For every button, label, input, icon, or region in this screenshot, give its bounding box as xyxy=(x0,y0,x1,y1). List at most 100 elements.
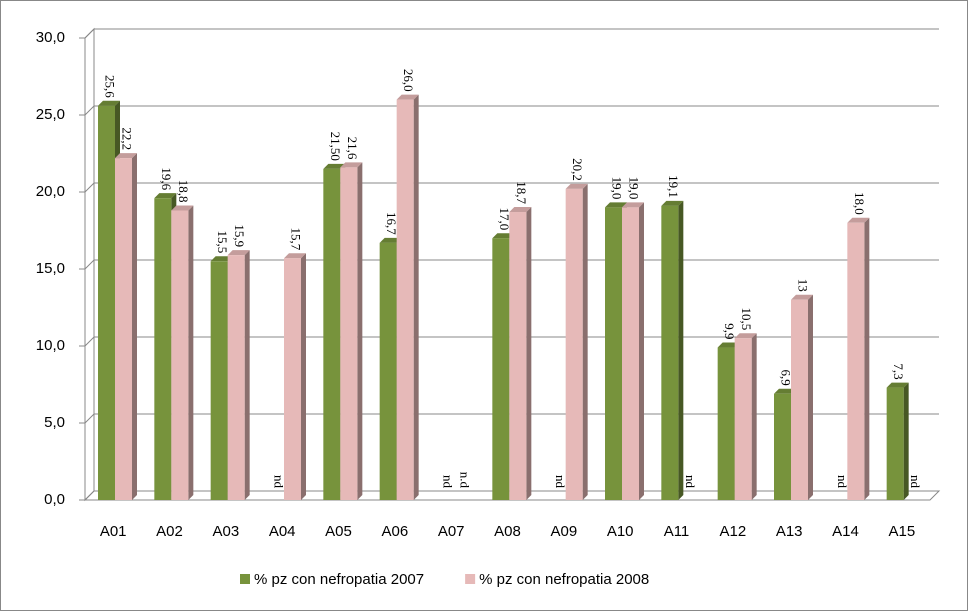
value-label: 10,5 xyxy=(739,308,754,331)
bar-top xyxy=(661,200,684,206)
value-label: 6,9 xyxy=(779,369,794,385)
value-label: nd xyxy=(272,475,287,489)
grid-line xyxy=(84,182,939,193)
value-label: 21,6 xyxy=(345,137,360,160)
value-label: 17,0 xyxy=(497,207,512,230)
x-tick-label: A08 xyxy=(494,523,521,540)
x-tick-label: A02 xyxy=(156,523,183,540)
legend-swatch xyxy=(465,574,476,584)
bar-side xyxy=(132,153,137,500)
value-label: 18,0 xyxy=(852,192,867,215)
bar xyxy=(115,158,132,500)
bar-top xyxy=(210,256,233,262)
bar-top xyxy=(791,294,813,300)
bar-side xyxy=(244,250,250,500)
bar xyxy=(284,258,301,500)
bar-side xyxy=(413,94,419,500)
bar xyxy=(492,238,510,500)
bar-top xyxy=(340,162,363,168)
value-label: 18,8 xyxy=(176,180,191,203)
bar-top xyxy=(886,382,909,388)
bar-top xyxy=(154,193,177,199)
value-label: 16,7 xyxy=(384,212,399,235)
bar xyxy=(509,212,527,500)
bar-side xyxy=(301,253,306,500)
bar-side xyxy=(582,183,588,501)
bar-side xyxy=(808,294,813,500)
x-tick-label: A13 xyxy=(776,523,803,540)
grid-line xyxy=(84,105,939,116)
bar-side xyxy=(188,205,194,501)
bar xyxy=(605,207,622,500)
grid-line xyxy=(84,28,939,39)
value-label: 19,0 xyxy=(627,177,642,200)
bar xyxy=(847,222,865,501)
bar xyxy=(323,168,341,500)
value-label: 21,50 xyxy=(328,132,343,161)
legend-label: % pz con nefropatia 2008 xyxy=(479,571,649,588)
bar-side xyxy=(864,217,870,501)
bar-top xyxy=(774,388,796,394)
x-tick-label: A15 xyxy=(888,523,915,540)
bar xyxy=(791,299,808,500)
bar xyxy=(379,242,397,500)
x-tick-label: A09 xyxy=(550,523,577,540)
bar-top xyxy=(565,183,588,189)
value-label: 7,3 xyxy=(891,363,906,379)
bar xyxy=(774,393,791,500)
bar-top xyxy=(323,163,346,169)
bar-top xyxy=(379,237,402,243)
value-label: 13 xyxy=(796,279,811,292)
bar xyxy=(734,338,752,500)
bar-top xyxy=(847,217,870,223)
y-tick-label: 30,0 xyxy=(36,29,65,46)
x-tick-label: A06 xyxy=(381,523,408,540)
x-tick-label: A01 xyxy=(100,523,127,540)
y-tick-label: 0,0 xyxy=(44,491,65,508)
value-label: 19,6 xyxy=(159,167,174,190)
x-tick-label: A11 xyxy=(664,523,690,540)
bar-top xyxy=(605,202,627,208)
legend-label: % pz con nefropatia 2007 xyxy=(254,571,424,588)
bar xyxy=(661,205,679,501)
bar-top xyxy=(227,250,250,256)
y-tick-label: 15,0 xyxy=(36,260,65,277)
y-tick-label: 25,0 xyxy=(36,106,65,123)
value-label: 18,7 xyxy=(514,181,529,204)
bar-side xyxy=(357,162,363,501)
bar-side xyxy=(678,200,684,501)
value-label: nd xyxy=(441,475,456,489)
bar-side xyxy=(639,202,644,500)
x-tick-label: A03 xyxy=(212,523,239,540)
bar-top xyxy=(171,205,194,211)
bar-top xyxy=(492,233,515,239)
bar-side xyxy=(903,382,909,500)
bar-top xyxy=(622,202,644,208)
bar xyxy=(227,255,245,500)
y-tick-label: 20,0 xyxy=(36,183,65,200)
bar xyxy=(565,188,583,501)
bar-top xyxy=(284,253,306,259)
bar-top xyxy=(115,153,137,159)
value-label: nd xyxy=(835,475,850,489)
x-tick-label: A05 xyxy=(325,523,352,540)
y-tick-label: 10,0 xyxy=(36,337,65,354)
x-tick-label: A07 xyxy=(438,523,465,540)
grid-line xyxy=(84,259,939,270)
grid-line xyxy=(84,413,939,424)
y-tick-label: 5,0 xyxy=(44,414,65,431)
bar-side xyxy=(751,333,757,500)
value-label: nd xyxy=(908,475,923,489)
bar xyxy=(154,198,172,500)
value-label: nd xyxy=(553,475,568,489)
bar xyxy=(340,167,358,501)
bar xyxy=(886,387,904,500)
legend-swatch xyxy=(240,574,250,584)
value-label: 19,0 xyxy=(610,177,625,200)
value-label: nd xyxy=(683,475,698,489)
x-tick-label: A12 xyxy=(719,523,746,540)
bar-side xyxy=(526,207,532,500)
value-label: 9,9 xyxy=(722,323,737,339)
value-label: 19,1 xyxy=(666,175,681,198)
